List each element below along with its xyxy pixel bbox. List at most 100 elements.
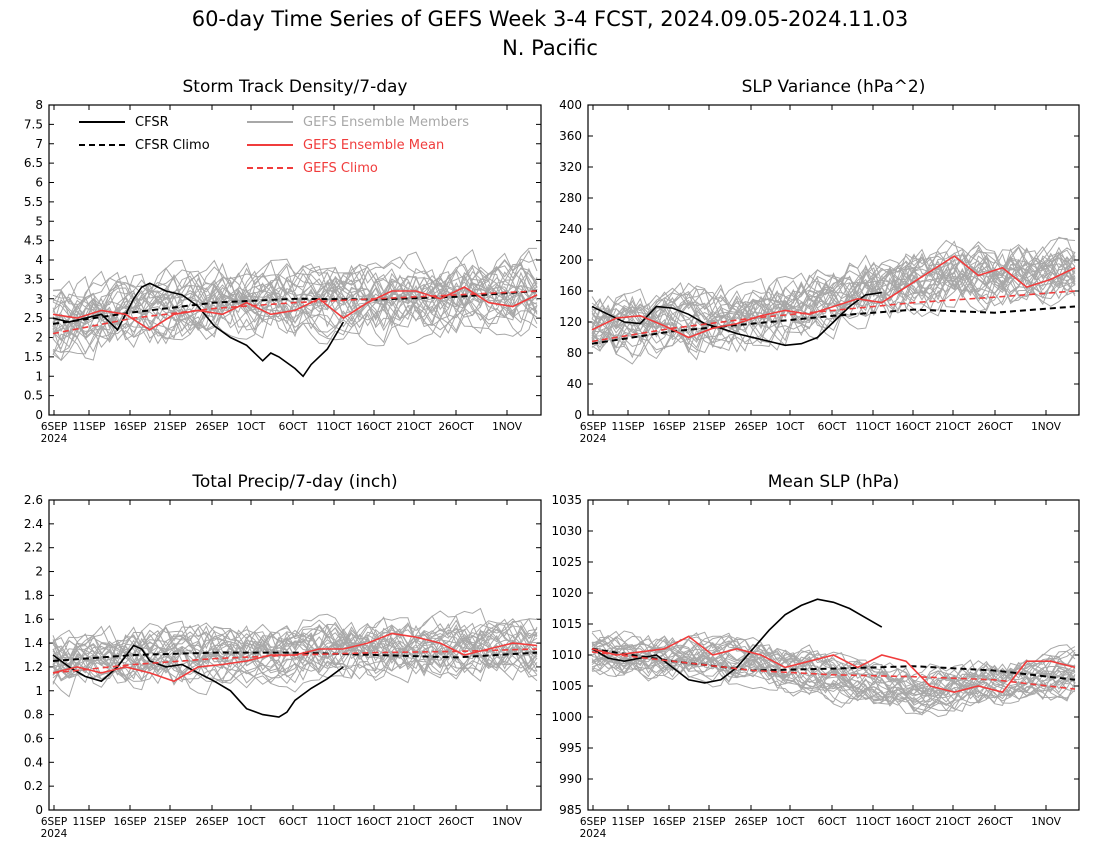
x-tick-label: 16OCT (356, 816, 392, 828)
ensemble-members (591, 236, 1076, 365)
x-tick-label: 1NOV (492, 421, 523, 433)
member-line (591, 236, 1076, 322)
x-tick-label: 6SEP (41, 816, 67, 828)
x-tick-label: 1NOV (1031, 816, 1062, 828)
x-tick-label: 26OCT (438, 816, 474, 828)
member-line (52, 293, 538, 362)
y-tick-label: 8 (35, 98, 43, 112)
panel-title: Storm Track Density/7-day (183, 77, 408, 97)
y-tick-label: 1030 (551, 524, 582, 538)
member-line (52, 626, 538, 668)
member-line (591, 248, 1076, 333)
cfsr-line (52, 644, 344, 718)
x-tick-label: 21OCT (935, 421, 971, 433)
member-line (52, 627, 538, 668)
x-tick-label: 11SEP (612, 421, 645, 433)
member-line (52, 264, 538, 322)
y-tick-label: 7.5 (24, 117, 43, 131)
y-tick-label: 1005 (551, 679, 582, 693)
member-line (52, 287, 538, 361)
x-tick-label: 21SEP (154, 816, 187, 828)
panel-1: Storm Track Density/7-day 0 0.5 1 1.5 2 2.5 3 3.… (24, 77, 542, 445)
x-tick-label: 16OCT (895, 816, 931, 828)
member-line (52, 617, 538, 661)
y-tick-label: 1.4 (24, 636, 43, 650)
member-line (52, 292, 538, 355)
x-tick-label: 6OCT (279, 421, 308, 433)
member-line (52, 636, 538, 675)
member-line (591, 260, 1076, 345)
member-line (591, 247, 1076, 342)
panel-title: SLP Variance (hPa^2) (742, 77, 926, 97)
y-tick-label: 6 (35, 176, 43, 190)
panel-title: Total Precip/7-day (inch) (191, 472, 397, 492)
x-tick-label: 6SEP (41, 421, 67, 433)
y-tick-label: 990 (559, 772, 582, 786)
y-tick-label: 1 (35, 369, 43, 383)
plot-frame (587, 104, 1080, 416)
y-tick-label: 5.5 (24, 195, 43, 209)
legend: CFSR CFSR Climo GEFS Ensemble Members GEFS … (79, 115, 469, 176)
y-tick-label: 2 (35, 331, 43, 345)
y-tick-label: 40 (567, 377, 582, 391)
cfsr-line (591, 291, 882, 347)
legend-members-label: GEFS Ensemble Members (303, 115, 469, 130)
y-tick-label: 1.6 (24, 612, 43, 626)
cfsr-climo-line (591, 305, 1076, 345)
member-line (52, 622, 538, 668)
x-tick-label: 21SEP (154, 421, 187, 433)
cfsr-climo-line (52, 651, 538, 662)
x-tick-label: 26OCT (977, 421, 1013, 433)
x-tick-label: 21SEP (693, 421, 726, 433)
ensemble-members (591, 629, 1076, 718)
x-tick-label: 16OCT (356, 421, 392, 433)
x-tick-label: 11OCT (316, 816, 352, 828)
x-tick-label: 21OCT (935, 816, 971, 828)
y-tick-label: 4.5 (24, 234, 43, 248)
y-tick-label: 360 (559, 129, 582, 143)
x-tick-label: 1OCT (237, 421, 266, 433)
panel-2: SLP Variance (hPa^2) 0 40 80 120 160 200 240 280… (559, 77, 1080, 445)
ensemble-mean-line (52, 286, 538, 331)
x-tick-label: 1OCT (237, 816, 266, 828)
x-tick-label: 26SEP (735, 816, 768, 828)
y-tick-label: 0.8 (24, 708, 43, 722)
x-tick-label: 11SEP (612, 816, 645, 828)
cfsr-climo-line (52, 290, 538, 325)
y-tick-label: 1015 (551, 617, 582, 631)
x-tick-label: 11SEP (73, 421, 106, 433)
member-line (52, 618, 538, 666)
x-tick-label: 6OCT (818, 816, 847, 828)
x-tick-label: 11OCT (855, 816, 891, 828)
y-tick-label: 0.4 (24, 755, 43, 769)
figure-title-line1: 60-day Time Series of GEFS Week 3-4 FCST… (192, 7, 909, 31)
member-line (52, 618, 538, 665)
x-tick-label: 16SEP (653, 816, 686, 828)
y-tick-label: 0.5 (24, 389, 43, 403)
member-line (591, 632, 1076, 696)
x-tick-label: 26OCT (977, 816, 1013, 828)
member-line (591, 246, 1076, 323)
y-tick-label: 280 (559, 191, 582, 205)
member-line (52, 286, 538, 353)
x-year-label: 2024 (580, 828, 607, 840)
y-tick-label: 5 (35, 214, 43, 228)
y-tick-label: 0 (574, 408, 582, 422)
panel-4: Mean SLP (hPa) 985 990 995 1000 1005 1010 1015 1… (551, 472, 1080, 840)
member-line (591, 653, 1076, 716)
member-line (591, 657, 1076, 716)
member-line (52, 645, 538, 685)
y-tick-label: 1.8 (24, 588, 43, 602)
x-tick-label: 21OCT (396, 421, 432, 433)
member-line (591, 641, 1076, 699)
y-tick-label: 1 (35, 684, 43, 698)
member-line (591, 240, 1076, 330)
y-tick-label: 120 (559, 315, 582, 329)
member-line (52, 293, 538, 353)
y-tick-label: 0 (35, 803, 43, 817)
member-line (52, 616, 538, 671)
y-tick-label: 2.4 (24, 517, 43, 531)
figure-title-line2: N. Pacific (502, 36, 598, 60)
member-line (591, 632, 1076, 687)
member-line (591, 654, 1076, 706)
